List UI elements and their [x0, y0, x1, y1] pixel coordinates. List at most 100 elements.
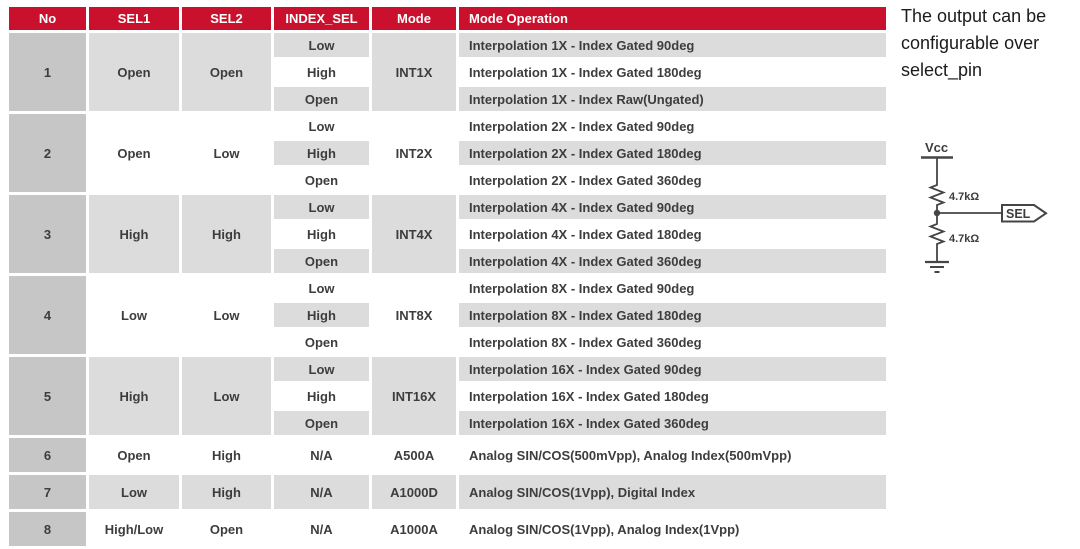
column-header-mode: Mode	[369, 4, 459, 33]
no-cell: 6	[6, 435, 89, 475]
index-sel-cell: N/A	[271, 472, 372, 512]
mode-operation-cell: Interpolation 2X - Index Gated 180deg	[456, 138, 889, 168]
sel1-cell: Open	[86, 111, 182, 195]
sel1-cell: High	[86, 354, 182, 438]
table-row: Open Interpolation 4X - Index Gated 360de…	[8, 246, 889, 276]
index-sel-cell: High	[271, 300, 372, 330]
index-sel-cell: High	[271, 219, 372, 249]
no-cell: 4	[6, 273, 89, 357]
index-sel-cell: High	[271, 138, 372, 168]
index-sel-cell: Open	[271, 84, 372, 114]
no-cell: 2	[6, 111, 89, 195]
index-sel-cell: High	[271, 57, 372, 87]
mode-operation-cell: Interpolation 4X - Index Gated 90deg	[456, 192, 889, 222]
index-sel-cell: Low	[271, 273, 372, 303]
resistor-top-label: 4.7kΩ	[949, 191, 979, 203]
table-row: 5 High Low Low INT16X Interpolation 16X - Ind…	[6, 354, 889, 438]
mode-operation-cell: Interpolation 4X - Index Gated 360deg	[456, 246, 889, 276]
sel2-cell: Open	[179, 509, 274, 549]
table-row: 7 Low High N/A A1000D Analog SIN/COS(1Vpp), D…	[6, 472, 889, 512]
mode-operation-cell: Interpolation 2X - Index Gated 360deg	[456, 165, 889, 195]
index-sel-cell: Low	[271, 192, 372, 222]
index-sel-cell: N/A	[271, 509, 372, 549]
no-cell: 5	[6, 354, 89, 438]
index-sel-cell: High	[271, 381, 372, 411]
index-sel-cell: Open	[271, 165, 372, 195]
column-header-mode-operation: Mode Operation	[456, 4, 889, 33]
no-cell: 8	[6, 509, 89, 549]
sel1-cell: Open	[86, 30, 182, 114]
table-row: High Interpolation 8X - Index Gated 180de…	[8, 300, 889, 330]
table-row: 8 High/Low Open N/A A1000A Analog SIN/COS(1Vp…	[6, 509, 889, 549]
mode-operation-cell: Interpolation 8X - Index Gated 90deg	[456, 273, 889, 303]
mode-operation-cell: Interpolation 8X - Index Gated 360deg	[456, 327, 889, 357]
table-row: Open Interpolation 1X - Index Raw(Ungated…	[8, 84, 889, 114]
mode-operation-cell: Interpolation 16X - Index Gated 180deg	[456, 381, 889, 411]
column-header-no: No	[6, 4, 89, 33]
column-header-sel1: SEL1	[86, 4, 182, 33]
circuit-node-dot	[933, 209, 941, 217]
table-row: Open Interpolation 16X - Index Gated 360d…	[8, 408, 889, 438]
sel2-cell: Low	[179, 273, 274, 357]
mode-operation-cell: Interpolation 2X - Index Gated 90deg	[456, 111, 889, 141]
index-sel-cell: Open	[271, 327, 372, 357]
mode-cell: A500A	[369, 435, 459, 475]
sel-tag-label: SEL	[1006, 207, 1031, 221]
mode-operation-cell: Analog SIN/COS(1Vpp), Analog Index(1Vpp)	[456, 509, 889, 549]
index-sel-cell: Low	[271, 354, 372, 384]
table-row: 2 Open Low Low INT2X Interpolation 2X - Index…	[6, 111, 889, 195]
resistor-bottom	[927, 213, 947, 262]
mode-cell: A1000D	[369, 472, 459, 512]
mode-cell: INT2X	[369, 111, 459, 195]
mode-cell: INT1X	[369, 30, 459, 114]
no-cell: 1	[6, 30, 89, 114]
sel1-cell: Open	[86, 435, 182, 475]
table-row: Open Interpolation 8X - Index Gated 360de…	[8, 327, 889, 357]
mode-operation-cell: Interpolation 16X - Index Gated 360deg	[456, 408, 889, 438]
sel2-cell: Low	[179, 111, 274, 195]
mode-operation-cell: Interpolation 1X - Index Gated 90deg	[456, 30, 889, 60]
mode-operation-cell: Interpolation 1X - Index Raw(Ungated)	[456, 84, 889, 114]
index-sel-cell: Open	[271, 246, 372, 276]
table-row: Open Interpolation 2X - Index Gated 360de…	[8, 165, 889, 195]
table-row: High Interpolation 4X - Index Gated 180de…	[8, 219, 889, 249]
index-sel-cell: Open	[271, 408, 372, 438]
sel2-cell: Open	[179, 30, 274, 114]
no-cell: 7	[6, 472, 89, 512]
mode-cell: INT4X	[369, 192, 459, 276]
vcc-label: Vcc	[925, 140, 948, 155]
column-header-sel2: SEL2	[179, 4, 274, 33]
sel2-cell: High	[179, 472, 274, 512]
sel1-cell: Low	[86, 273, 182, 357]
mode-cell: A1000A	[369, 509, 459, 549]
sel2-cell: Low	[179, 354, 274, 438]
mode-cell: INT8X	[369, 273, 459, 357]
mode-operation-cell: Interpolation 1X - Index Gated 180deg	[456, 57, 889, 87]
table-header: No SEL1 SEL2 INDEX_SEL Mode Mode Operation	[6, 4, 889, 33]
sel1-cell: High/Low	[86, 509, 182, 549]
table-row: High Interpolation 1X - Index Gated 180de…	[8, 57, 889, 87]
table-row: High Interpolation 2X - Index Gated 180de…	[8, 138, 889, 168]
mode-cell: INT16X	[369, 354, 459, 438]
side-note: The output can be configurable over sele…	[901, 6, 1047, 80]
resistor-bottom-label: 4.7kΩ	[949, 233, 979, 245]
mode-operation-cell: Interpolation 16X - Index Gated 90deg	[456, 354, 889, 384]
mode-operation-cell: Analog SIN/COS(1Vpp), Digital Index	[456, 472, 889, 512]
table-row: 1 Open Open Low INT1X Interpolation 1X - Inde…	[6, 30, 889, 114]
table-header-row: No SEL1 SEL2 INDEX_SEL Mode Mode Operation	[6, 4, 889, 33]
sel1-cell: High	[86, 192, 182, 276]
index-sel-cell: Low	[271, 30, 372, 60]
sel2-cell: High	[179, 435, 274, 475]
ground-icon	[925, 260, 949, 273]
table-row: High Interpolation 16X - Index Gated 180d…	[8, 381, 889, 411]
index-sel-cell: Low	[271, 111, 372, 141]
mode-operation-cell: Analog SIN/COS(500mVpp), Analog Index(50…	[456, 435, 889, 475]
column-header-index-sel: INDEX_SEL	[271, 4, 372, 33]
mode-operation-cell: Interpolation 8X - Index Gated 180deg	[456, 300, 889, 330]
index-sel-cell: N/A	[271, 435, 372, 475]
resistor-top	[927, 182, 947, 213]
no-cell: 3	[6, 192, 89, 276]
table-row: 3 High High Low INT4X Interpolation 4X - Inde…	[6, 192, 889, 276]
mode-operation-cell: Interpolation 4X - Index Gated 180deg	[456, 219, 889, 249]
